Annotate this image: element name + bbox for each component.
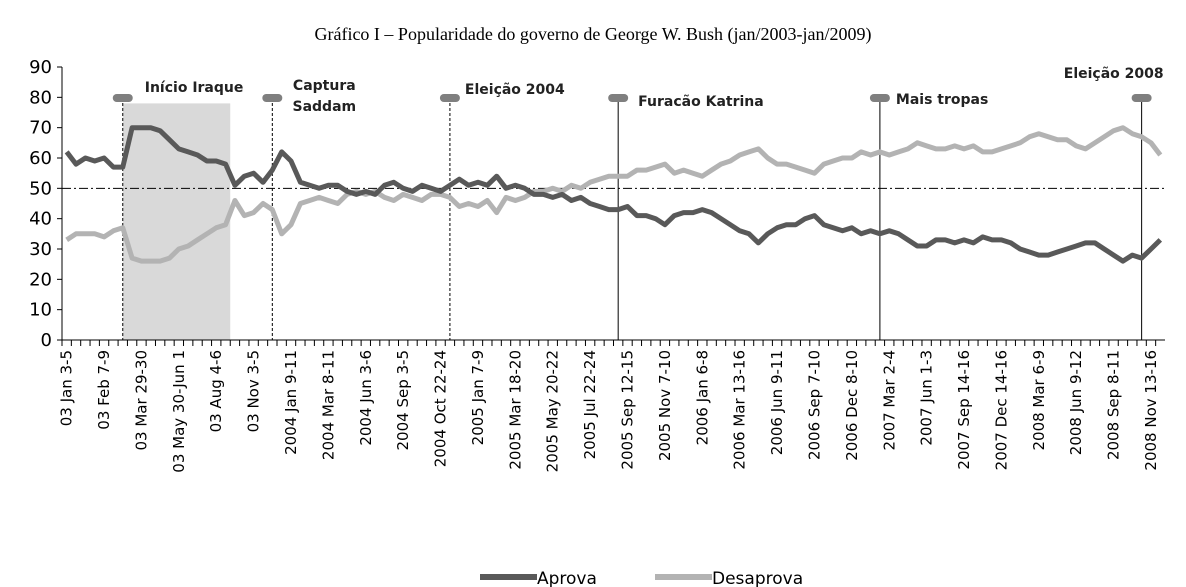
y-tick-label: 20: [29, 269, 52, 290]
x-tick-label: 2006 Jun 9-11: [768, 350, 786, 455]
x-tick-label: 2004 Oct 22-24: [432, 350, 450, 467]
x-tick-label: 2005 Nov 7-10: [656, 350, 674, 461]
x-tick-label: 2004 Jan 9-11: [282, 350, 300, 455]
legend-label: Desaprova: [712, 569, 803, 587]
annotation: Captura: [293, 78, 356, 94]
x-tick-label: 2008 Nov 13-16: [1142, 350, 1160, 471]
x-tick-label: 03 May 30-Jun 1: [170, 350, 188, 473]
annotation: Eleição 2008: [1064, 66, 1164, 82]
y-tick-label: 0: [41, 330, 52, 351]
x-tick-label: 2005 Jul 22-24: [581, 350, 599, 459]
y-tick-label: 60: [29, 148, 52, 169]
x-tick-label: 2005 Mar 18-20: [506, 350, 524, 470]
x-tick-label: 03 Nov 3-5: [245, 350, 263, 432]
x-tick-label: 2005 Sep 12-15: [619, 350, 637, 470]
x-tick-label: 03 Aug 4-6: [207, 350, 225, 432]
x-tick-label: 2008 Jun 9-12: [1067, 350, 1085, 455]
x-tick-label: 03 Jan 3-5: [58, 350, 76, 426]
x-tick-label: 2007 Sep 14-16: [955, 350, 973, 470]
x-tick-label: 2006 Dec 8-10: [843, 350, 861, 461]
y-tick-label: 80: [29, 87, 52, 108]
shaded-period: [122, 103, 231, 341]
y-tick-label: 30: [29, 239, 52, 260]
series-line: [65, 125, 1163, 264]
annotation: Saddam: [293, 99, 357, 115]
chart-title: Gráfico I – Popularidade do governo de G…: [314, 24, 871, 45]
x-tick-label: 03 Feb 7-9: [95, 350, 113, 430]
x-tick-label: 2005 Jan 7-9: [469, 350, 487, 445]
x-tick-label: 2004 Mar 8-11: [319, 350, 337, 460]
x-tick-label: 2006 Sep 7-10: [805, 350, 823, 460]
x-tick-label: 2007 Dec 14-16: [992, 350, 1010, 470]
y-tick-label: 90: [29, 57, 52, 78]
legend-label: Aprova: [537, 569, 597, 587]
annotation: Eleição 2004: [465, 82, 565, 98]
x-tick-label: 2007 Mar 2-4: [880, 350, 898, 451]
y-tick-label: 70: [29, 118, 52, 139]
x-tick-label: 2004 Jun 3-6: [357, 350, 375, 446]
annotation: Mais tropas: [896, 92, 988, 108]
annotation: Início Iraque: [145, 80, 244, 96]
x-tick-label: 2004 Sep 3-5: [394, 350, 412, 450]
annotation: Furacão Katrina: [638, 94, 764, 110]
y-tick-label: 50: [29, 178, 52, 199]
x-tick-label: 03 Mar 29-30: [132, 350, 150, 451]
x-tick-label: 2006 Jan 6-8: [693, 350, 711, 445]
x-tick-label: 2006 Mar 13-16: [731, 350, 749, 470]
x-tick-label: 2007 Jun 1-3: [918, 350, 936, 446]
y-tick-label: 10: [29, 300, 52, 321]
y-tick-label: 40: [29, 209, 52, 230]
series-line: [64, 125, 1163, 264]
x-tick-label: 2008 Mar 6-9: [1030, 350, 1048, 451]
x-tick-label: 2005 May 20-22: [544, 350, 562, 472]
x-tick-label: 2008 Sep 8-11: [1105, 350, 1123, 460]
